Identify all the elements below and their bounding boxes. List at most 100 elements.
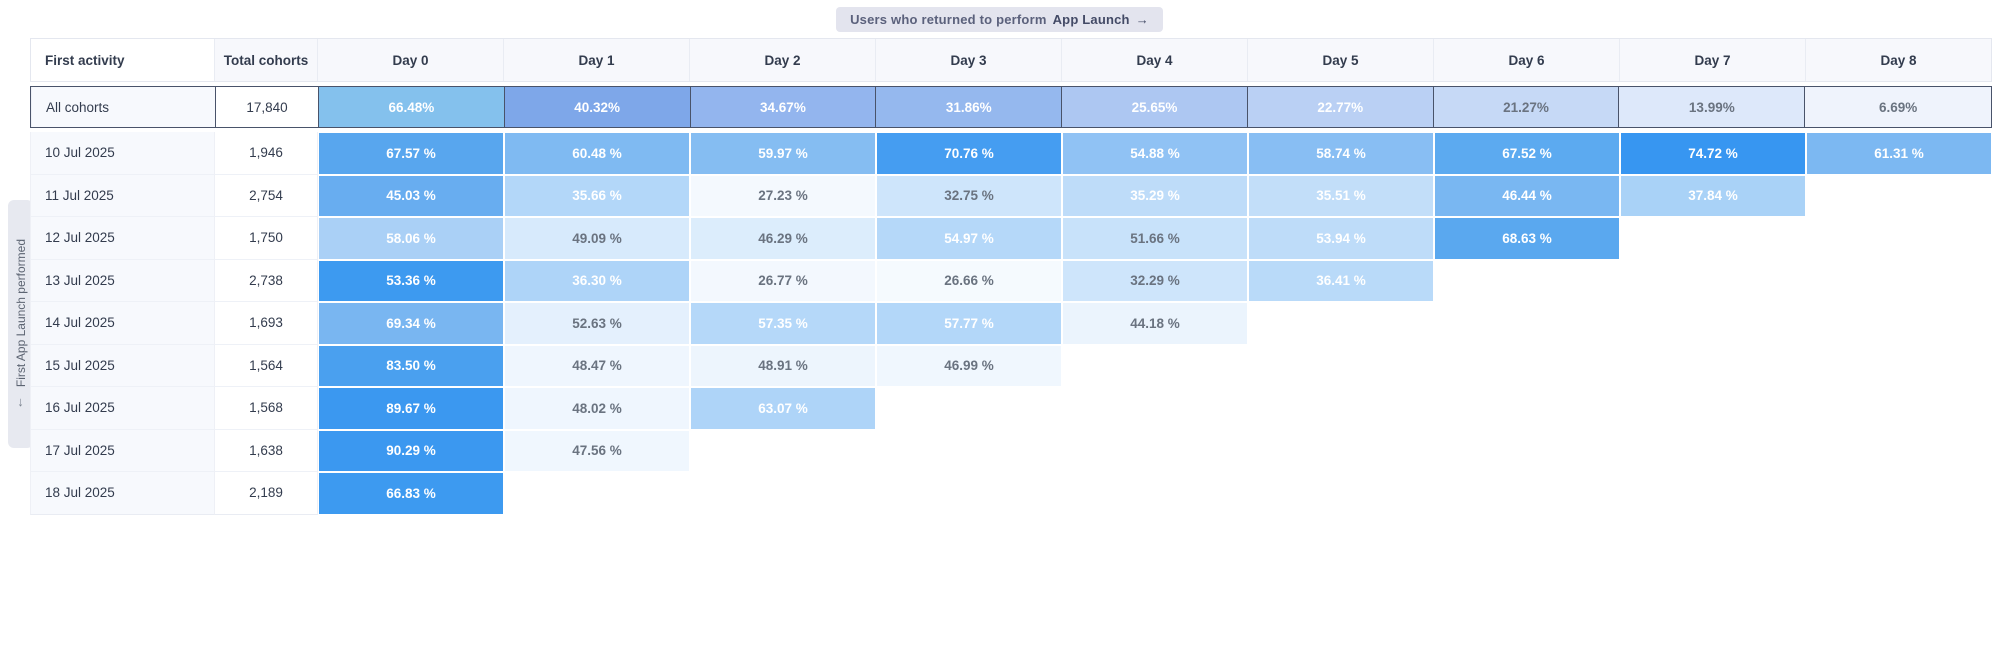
retention-cell[interactable]: 68.63 % [1434, 217, 1620, 260]
header-row: First activity Total cohorts Day 0 Day 1 Day… [30, 38, 1992, 82]
cohort-date-label: 13 Jul 2025 [30, 259, 215, 302]
retention-cell[interactable]: 48.47 % [504, 344, 690, 387]
cohort-date-label: 15 Jul 2025 [30, 344, 215, 387]
cohort-row: 16 Jul 2025 1,568 89.67 % 48.02 % 63.07 % [30, 387, 1992, 430]
retention-cell[interactable]: 45.03 % [318, 174, 504, 217]
retention-cell[interactable]: 57.77 % [876, 302, 1062, 345]
retention-cell[interactable]: 58.74 % [1248, 132, 1434, 175]
retention-cell[interactable]: 52.63 % [504, 302, 690, 345]
empty-cell [1806, 175, 1992, 218]
summary-retention-cell[interactable]: 34.67% [690, 87, 877, 127]
cohort-axis-tab[interactable]: First App Launch performed ↓ [8, 200, 33, 448]
empty-cell [1248, 302, 1434, 345]
empty-cell [1806, 472, 1992, 515]
summary-retention-cell[interactable]: 13.99% [1619, 87, 1806, 127]
retention-cell[interactable]: 48.91 % [690, 344, 876, 387]
cohort-row: 11 Jul 2025 2,754 45.03 % 35.66 % 27.23 % 32.… [30, 174, 1992, 218]
retention-cell[interactable]: 59.97 % [690, 132, 876, 175]
column-header-day: Day 2 [690, 39, 876, 81]
summary-retention-cell[interactable]: 6.69% [1805, 87, 1991, 127]
retention-cell[interactable]: 54.97 % [876, 217, 1062, 260]
cohort-date-label: 16 Jul 2025 [30, 387, 215, 430]
retention-cell[interactable]: 32.29 % [1062, 259, 1248, 302]
empty-cell [1620, 217, 1806, 260]
cohort-size: 2,754 [215, 174, 318, 217]
empty-cell [1434, 345, 1620, 388]
retention-cell[interactable]: 46.99 % [876, 344, 1062, 387]
empty-cell [1620, 260, 1806, 303]
arrow-down-icon: ↓ [17, 393, 24, 409]
cohort-date-label: 12 Jul 2025 [30, 217, 215, 260]
empty-cell [1062, 345, 1248, 388]
summary-retention-cell[interactable]: 25.65% [1062, 87, 1248, 127]
summary-retention-cell[interactable]: 22.77% [1247, 87, 1434, 127]
retention-cell[interactable]: 83.50 % [318, 344, 504, 387]
empty-cell [1806, 260, 1992, 303]
empty-cell [876, 430, 1062, 473]
column-header-day: Day 7 [1620, 39, 1806, 81]
cohort-date-label: 18 Jul 2025 [30, 472, 215, 515]
retention-cell[interactable]: 66.83 % [318, 472, 504, 515]
empty-cell [1062, 472, 1248, 515]
retention-cell[interactable]: 89.67 % [318, 387, 504, 430]
retention-cell[interactable]: 35.51 % [1248, 174, 1434, 217]
cohort-date-label: 11 Jul 2025 [30, 174, 215, 217]
empty-cell [504, 472, 690, 515]
retention-cell[interactable]: 49.09 % [504, 217, 690, 260]
retention-cell[interactable]: 35.66 % [504, 174, 690, 217]
empty-cell [1620, 387, 1806, 430]
empty-cell [1062, 387, 1248, 430]
empty-cell [1434, 387, 1620, 430]
cohort-axis-label: First App Launch performed [13, 239, 28, 388]
cohort-row: 14 Jul 2025 1,693 69.34 % 52.63 % 57.35 % 57.… [30, 302, 1992, 345]
retention-cell[interactable]: 46.29 % [690, 217, 876, 260]
retention-cell[interactable]: 58.06 % [318, 217, 504, 260]
empty-cell [876, 387, 1062, 430]
column-header-total-cohorts: Total cohorts [215, 39, 318, 81]
retention-cell[interactable]: 26.66 % [876, 259, 1062, 302]
summary-retention-cell[interactable]: 40.32% [504, 87, 691, 127]
empty-cell [1806, 387, 1992, 430]
retention-cell[interactable]: 54.88 % [1062, 132, 1248, 175]
retention-cell[interactable]: 26.77 % [690, 259, 876, 302]
retention-cell[interactable]: 46.44 % [1434, 174, 1620, 217]
column-header-day: Day 4 [1062, 39, 1248, 81]
retention-cell[interactable]: 70.76 % [876, 132, 1062, 175]
summary-retention-cell[interactable]: 21.27% [1433, 87, 1620, 127]
cohort-row: 13 Jul 2025 2,738 53.36 % 36.30 % 26.77 % 26.… [30, 259, 1992, 303]
empty-cell [690, 430, 876, 473]
retention-cell[interactable]: 53.36 % [318, 259, 504, 302]
retention-cell[interactable]: 57.35 % [690, 302, 876, 345]
retention-cell[interactable]: 27.23 % [690, 174, 876, 217]
retention-cell[interactable]: 47.56 % [504, 429, 690, 472]
retention-cell[interactable]: 32.75 % [876, 174, 1062, 217]
retention-cell[interactable]: 35.29 % [1062, 174, 1248, 217]
summary-retention-cell[interactable]: 66.48% [319, 87, 505, 127]
empty-cell [1806, 302, 1992, 345]
retention-cell[interactable]: 61.31 % [1806, 132, 1992, 175]
empty-cell [1248, 430, 1434, 473]
cohort-date-label: 17 Jul 2025 [30, 429, 215, 472]
retention-cell[interactable]: 36.41 % [1248, 259, 1434, 302]
retention-cell[interactable]: 63.07 % [690, 387, 876, 430]
retention-cell[interactable]: 60.48 % [504, 132, 690, 175]
empty-cell [1620, 345, 1806, 388]
retention-cell[interactable]: 67.57 % [318, 132, 504, 175]
retention-cell[interactable]: 69.34 % [318, 302, 504, 345]
cohort-size: 1,693 [215, 302, 318, 345]
cohort-size: 1,946 [215, 132, 318, 175]
empty-cell [1248, 345, 1434, 388]
returned-to-perform-badge[interactable]: Users who returned to perform App Launch… [836, 7, 1163, 32]
retention-cell[interactable]: 36.30 % [504, 259, 690, 302]
retention-cell[interactable]: 67.52 % [1434, 132, 1620, 175]
retention-cell[interactable]: 37.84 % [1620, 174, 1806, 217]
retention-cell[interactable]: 44.18 % [1062, 302, 1248, 345]
retention-cell[interactable]: 51.66 % [1062, 217, 1248, 260]
summary-retention-cell[interactable]: 31.86% [876, 87, 1063, 127]
retention-cell[interactable]: 48.02 % [504, 387, 690, 430]
column-header-first-activity: First activity [30, 39, 215, 81]
retention-cell[interactable]: 74.72 % [1620, 132, 1806, 175]
retention-cell[interactable]: 90.29 % [318, 429, 504, 472]
retention-cell[interactable]: 53.94 % [1248, 217, 1434, 260]
empty-cell [1806, 430, 1992, 473]
